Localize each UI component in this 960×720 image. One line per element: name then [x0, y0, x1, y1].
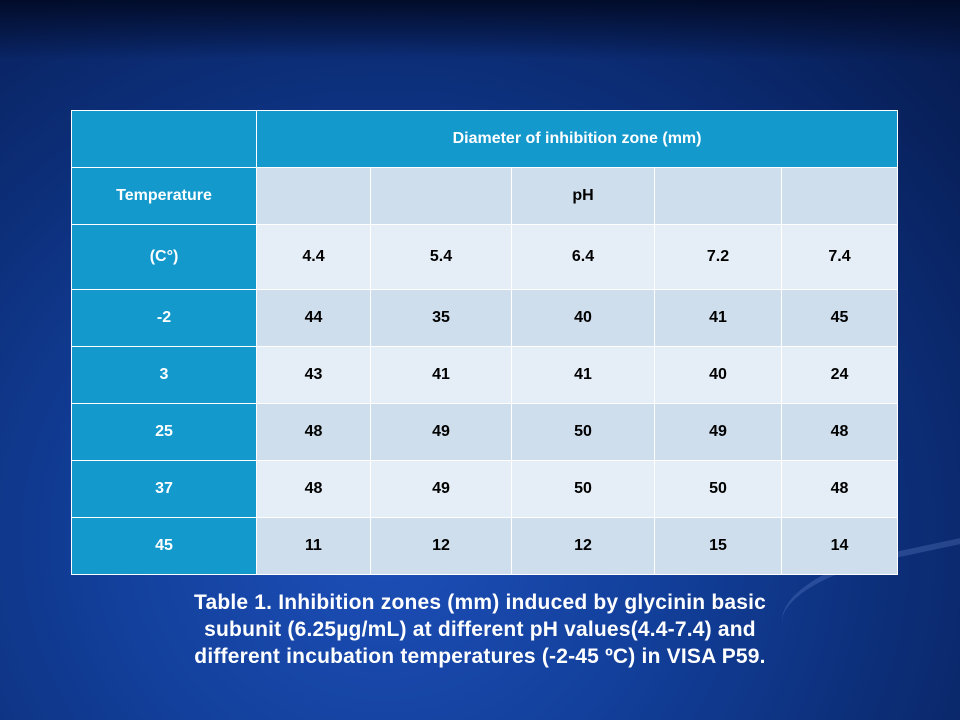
table-cell: 50 [511, 460, 655, 518]
empty-cell [654, 167, 782, 225]
table-cell: 48 [256, 403, 371, 461]
table-row: 3 43 41 41 40 24 [71, 346, 899, 404]
table-ph-values-row: (C°) 4.4 5.4 6.4 7.2 7.4 [71, 224, 899, 290]
table-cell: 49 [654, 403, 782, 461]
ph-value-cell: 6.4 [511, 224, 655, 290]
table-cell: 41 [511, 346, 655, 404]
caption-line: subunit (6.25µg/mL) at different pH valu… [204, 618, 756, 641]
empty-cell [256, 167, 371, 225]
temperature-cell: -2 [71, 289, 257, 347]
table-corner-cell [71, 110, 257, 168]
table-cell: 45 [780, 289, 899, 347]
table-cell: 40 [654, 346, 782, 404]
temperature-cell: 37 [71, 460, 257, 518]
table-cell: 14 [780, 517, 899, 575]
table-cell: 48 [256, 460, 371, 518]
ph-value-cell: 5.4 [370, 224, 512, 290]
top-dark-band [0, 0, 960, 60]
temperature-cell: 45 [71, 517, 257, 575]
table-cell: 41 [654, 289, 782, 347]
table-cell: 12 [511, 517, 655, 575]
table-cell: 24 [780, 346, 899, 404]
table-row: 25 48 49 50 49 48 [71, 403, 899, 461]
table-cell: 49 [370, 403, 512, 461]
empty-cell [370, 167, 512, 225]
table-cell: 49 [370, 460, 512, 518]
table-row: 37 48 49 50 50 48 [71, 460, 899, 518]
caption-line: Table 1. Inhibition zones (mm) induced b… [193, 591, 767, 614]
ph-value-cell: 4.4 [256, 224, 371, 290]
table-label-row: Temperature pH [71, 167, 899, 225]
ph-value-cell: 7.4 [780, 224, 899, 290]
ph-value-cell: 7.2 [654, 224, 782, 290]
table-cell: 15 [654, 517, 782, 575]
ph-label-cell: pH [511, 167, 655, 225]
table-cell: 48 [780, 403, 899, 461]
table-cell: 40 [511, 289, 655, 347]
table-cell: 12 [370, 517, 512, 575]
table-cell: 43 [256, 346, 371, 404]
table-title-cell: Diameter of inhibition zone (mm) [255, 110, 899, 168]
temperature-cell: 25 [71, 403, 257, 461]
table-caption: Table 1. Inhibition zones (mm) induced b… [60, 589, 900, 670]
table-cell: 50 [654, 460, 782, 518]
inhibition-zone-table: Diameter of inhibition zone (mm) Tempera… [71, 110, 899, 575]
table-cell: 11 [256, 517, 371, 575]
caption-line: different incubation temperatures (-2-45… [194, 645, 766, 668]
empty-cell [780, 167, 899, 225]
temperature-cell: 3 [71, 346, 257, 404]
table-row: -2 44 35 40 41 45 [71, 289, 899, 347]
unit-label-cell: (C°) [71, 224, 257, 290]
table-cell: 41 [370, 346, 512, 404]
table-cell: 50 [511, 403, 655, 461]
table-cell: 35 [370, 289, 512, 347]
table-cell: 44 [256, 289, 371, 347]
table-cell: 48 [780, 460, 899, 518]
table-header-row: Diameter of inhibition zone (mm) [71, 110, 899, 168]
table-row: 45 11 12 12 15 14 [71, 517, 899, 575]
temperature-label-cell: Temperature [71, 167, 257, 225]
